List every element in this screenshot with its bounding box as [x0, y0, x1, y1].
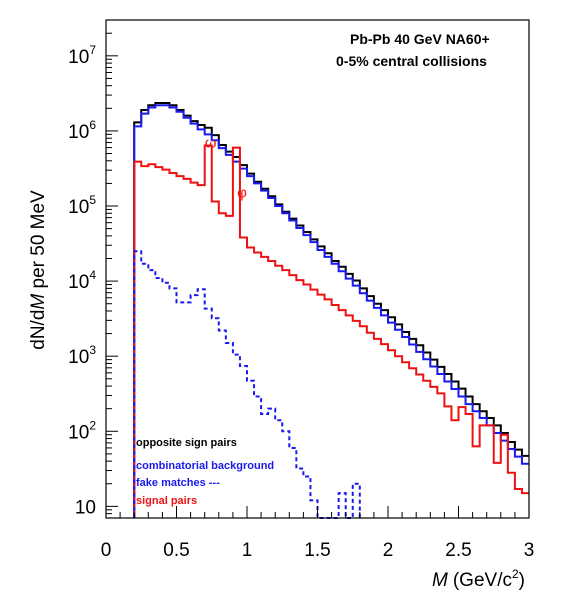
- y-tick-label-exponent: 5: [89, 193, 96, 207]
- y-tick-label-exponent: 7: [89, 43, 96, 57]
- x-axis-label-sup: 2: [512, 567, 519, 581]
- legend-entry-fake-matches: fake matches ---: [136, 477, 220, 489]
- series-layer: [133, 102, 529, 519]
- ticks-layer: [105, 19, 530, 519]
- x-tick-label: 1.5: [304, 540, 330, 561]
- x-axis-label-units: (GeV/c: [453, 570, 512, 591]
- series-line-combinatorial: [133, 104, 529, 518]
- y-axis-label-prefix: dN/d: [28, 310, 49, 350]
- y-tick-label: 104: [68, 268, 96, 293]
- legend-entry-opposite-sign: opposite sign pairs: [136, 437, 237, 449]
- peak-label-phi: φ: [237, 184, 247, 201]
- y-tick-label-exponent: 3: [89, 343, 96, 357]
- y-tick-label: 103: [68, 343, 96, 368]
- y-tick-label-base: 10: [68, 122, 89, 143]
- y-tick-label: 105: [68, 193, 96, 218]
- y-tick-label-base: 10: [68, 47, 89, 68]
- x-axis-label-italic: M: [432, 570, 448, 591]
- x-tick-label: 3: [524, 540, 535, 561]
- y-tick-label-base: 10: [75, 497, 96, 518]
- y-tick-label: 106: [68, 118, 96, 143]
- y-tick-label-exponent: 6: [89, 118, 96, 132]
- x-tick-label: 1: [242, 540, 253, 561]
- x-tick-label: 0: [101, 540, 112, 561]
- y-tick-label-base: 10: [68, 347, 89, 368]
- y-axis-label-italic: M: [28, 294, 49, 310]
- annotation-line-2: 0-5% central collisions: [336, 53, 487, 69]
- x-axis-label: M (GeV/c2): [432, 567, 525, 591]
- y-axis-label-suffix: per 50 MeV: [28, 190, 49, 294]
- y-tick-label: 10: [75, 497, 96, 518]
- legend-entry-combinatorial: combinatorial background: [136, 460, 274, 472]
- y-tick-label-base: 10: [68, 272, 89, 293]
- annotation-line-1: Pb-Pb 40 GeV NA60+: [350, 31, 490, 47]
- x-axis-label-close: ): [519, 570, 525, 591]
- y-tick-label-base: 10: [68, 197, 89, 218]
- y-tick-label-exponent: 2: [89, 418, 96, 432]
- x-tick-label: 2.5: [445, 540, 471, 561]
- x-tick-label: 2: [383, 540, 394, 561]
- peak-label-omega: ω: [205, 135, 217, 152]
- y-tick-label: 107: [68, 43, 96, 68]
- y-tick-label: 102: [68, 418, 96, 443]
- x-tick-label: 0.5: [163, 540, 189, 561]
- y-axis-label: dN/dM per 50 MeV: [28, 190, 49, 350]
- legend-entry-signal: signal pairs: [136, 495, 197, 507]
- y-tick-label-exponent: 4: [89, 268, 96, 282]
- series-line-signal: [133, 144, 529, 518]
- y-tick-label-base: 10: [68, 422, 89, 443]
- series-line-fake-matches: [133, 250, 361, 519]
